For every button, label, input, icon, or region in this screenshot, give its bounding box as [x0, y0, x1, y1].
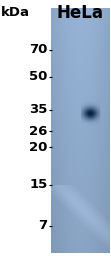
Text: 7: 7	[39, 219, 48, 232]
Text: HeLa: HeLa	[57, 4, 104, 22]
Text: 26: 26	[29, 125, 48, 137]
Text: 70: 70	[29, 44, 48, 56]
Text: kDa: kDa	[1, 6, 30, 19]
Text: 35: 35	[29, 103, 48, 116]
Text: 15: 15	[30, 178, 48, 191]
Text: 50: 50	[29, 70, 48, 83]
Text: 20: 20	[29, 141, 48, 154]
